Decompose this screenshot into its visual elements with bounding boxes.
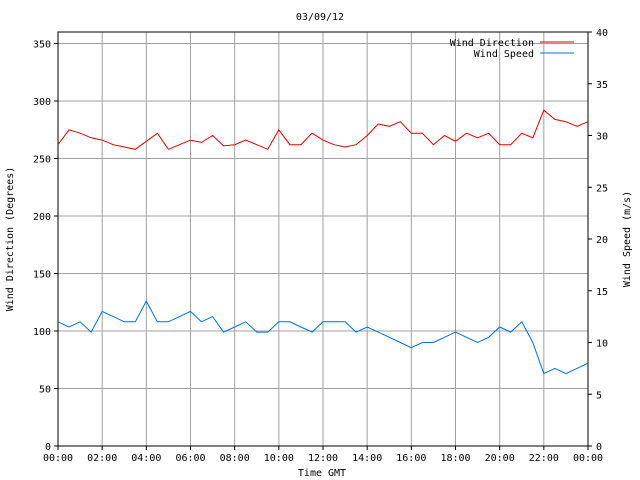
x-tick-label: 02:00 <box>87 453 117 464</box>
y-right-tick-label: 40 <box>596 28 608 39</box>
y-right-tick-label: 5 <box>596 390 602 401</box>
y-right-tick-label: 10 <box>596 339 608 350</box>
y-right-tick-label: 0 <box>596 442 602 453</box>
x-tick-label: 00:00 <box>43 453 73 464</box>
y-axis-left-label: Wind Direction (Degrees) <box>5 167 16 312</box>
series-line-wind-direction <box>57 109 589 150</box>
x-tick-label: 00:00 <box>573 453 603 464</box>
x-tick-label: 22:00 <box>529 453 559 464</box>
x-axis-ticks: 00:00 02:00 04:00 06:00 08:00 10:00 12:00 14:00… <box>43 446 603 464</box>
y-left-tick-label: 50 <box>39 385 51 396</box>
y-right-tick-label: 30 <box>596 132 608 143</box>
legend: Wind Direction Wind Speed <box>450 38 574 60</box>
chart-title: 03/09/12 <box>296 12 344 23</box>
y-right-tick-label: 25 <box>596 183 608 194</box>
y-axis-right-label: Wind Speed (m/s) <box>622 191 633 287</box>
legend-label-wind-speed: Wind Speed <box>474 49 534 60</box>
right-axis-ticks: 0 5 10 15 20 25 30 35 40 <box>588 28 608 453</box>
y-left-tick-label: 0 <box>45 442 51 453</box>
y-right-tick-label: 35 <box>596 80 608 91</box>
series-layer <box>57 109 589 375</box>
x-tick-label: 16:00 <box>396 453 426 464</box>
left-axis-ticks: 0 50 100 150 200 250 300 350 <box>33 40 58 453</box>
y-left-tick-label: 200 <box>33 212 51 223</box>
x-tick-label: 06:00 <box>175 453 205 464</box>
y-left-tick-label: 250 <box>33 155 51 166</box>
legend-label-wind-direction: Wind Direction <box>450 38 534 49</box>
x-tick-label: 04:00 <box>131 453 161 464</box>
x-tick-label: 12:00 <box>308 453 338 464</box>
x-tick-label: 20:00 <box>485 453 515 464</box>
grid-lines <box>58 32 588 446</box>
x-axis-label: Time GMT <box>298 468 346 479</box>
y-right-tick-label: 15 <box>596 287 608 298</box>
y-left-tick-label: 350 <box>33 40 51 51</box>
x-tick-label: 18:00 <box>440 453 470 464</box>
y-left-tick-label: 300 <box>33 97 51 108</box>
y-left-tick-label: 150 <box>33 270 51 281</box>
x-tick-label: 10:00 <box>264 453 294 464</box>
series-line-wind-speed <box>57 300 589 375</box>
y-left-tick-label: 100 <box>33 327 51 338</box>
x-tick-label: 08:00 <box>220 453 250 464</box>
y-right-tick-label: 20 <box>596 235 608 246</box>
x-tick-label: 14:00 <box>352 453 382 464</box>
